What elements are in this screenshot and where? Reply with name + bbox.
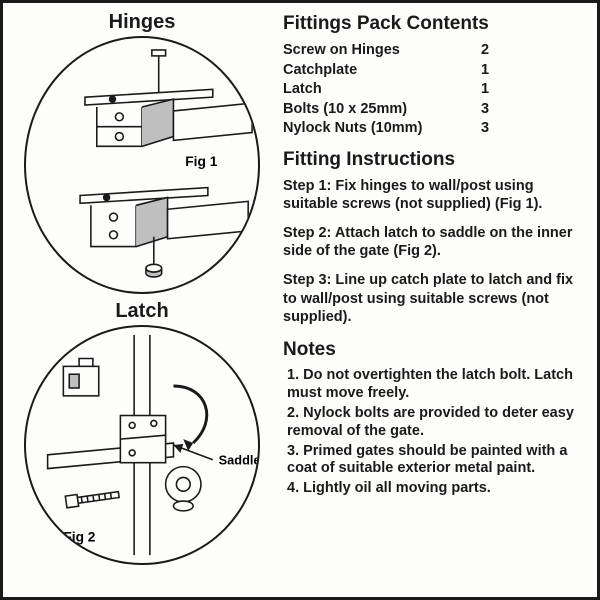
contents-qty: 3 bbox=[481, 119, 505, 139]
hinges-title: Hinges bbox=[109, 11, 176, 34]
contents-row: Catchplate 1 bbox=[283, 61, 583, 81]
latch-diagram: Saddle Fig 2 bbox=[24, 325, 260, 565]
fig1-label: Fig 1 bbox=[185, 154, 217, 169]
contents-qty: 1 bbox=[481, 80, 505, 100]
note: 2. Nylock bolts are provided to deter ea… bbox=[283, 405, 583, 441]
contents-label: Latch bbox=[283, 80, 481, 100]
hinges-diagram: Fig 1 bbox=[24, 36, 260, 294]
step: Step 3: Line up catch plate to latch and… bbox=[283, 271, 583, 327]
contents-label: Screw on Hinges bbox=[283, 41, 481, 61]
contents-qty: 3 bbox=[481, 100, 505, 120]
hinges-illustration: Fig 1 bbox=[26, 38, 258, 292]
contents-heading: Fittings Pack Contents bbox=[283, 13, 583, 35]
contents-row: Screw on Hinges 2 bbox=[283, 41, 583, 61]
text-column: Fittings Pack Contents Screw on Hinges 2… bbox=[277, 11, 583, 589]
saddle-label: Saddle bbox=[219, 453, 258, 468]
step: Step 1: Fix hinges to wall/post using su… bbox=[283, 177, 583, 214]
contents-row: Bolts (10 x 25mm) 3 bbox=[283, 100, 583, 120]
latch-illustration: Saddle Fig 2 bbox=[26, 327, 258, 563]
step: Step 2: Attach latch to saddle on the in… bbox=[283, 224, 583, 261]
contents-label: Nylock Nuts (10mm) bbox=[283, 119, 481, 139]
instructions-heading: Fitting Instructions bbox=[283, 149, 583, 171]
contents-label: Catchplate bbox=[283, 61, 481, 81]
contents-row: Nylock Nuts (10mm) 3 bbox=[283, 119, 583, 139]
note: 1. Do not overtighten the latch bolt. La… bbox=[283, 367, 583, 403]
contents-qty: 2 bbox=[481, 41, 505, 61]
contents-qty: 1 bbox=[481, 61, 505, 81]
contents-list: Screw on Hinges 2 Catchplate 1 Latch 1 B… bbox=[283, 41, 583, 139]
note: 4. Lightly oil all moving parts. bbox=[283, 480, 583, 498]
contents-label: Bolts (10 x 25mm) bbox=[283, 100, 481, 120]
note: 3. Primed gates should be painted with a… bbox=[283, 443, 583, 479]
latch-title: Latch bbox=[115, 300, 168, 323]
notes-heading: Notes bbox=[283, 339, 583, 361]
contents-row: Latch 1 bbox=[283, 80, 583, 100]
fig2-label: Fig 2 bbox=[63, 529, 95, 544]
diagrams-column: Hinges bbox=[13, 11, 271, 589]
instruction-sheet: Hinges bbox=[0, 0, 600, 600]
